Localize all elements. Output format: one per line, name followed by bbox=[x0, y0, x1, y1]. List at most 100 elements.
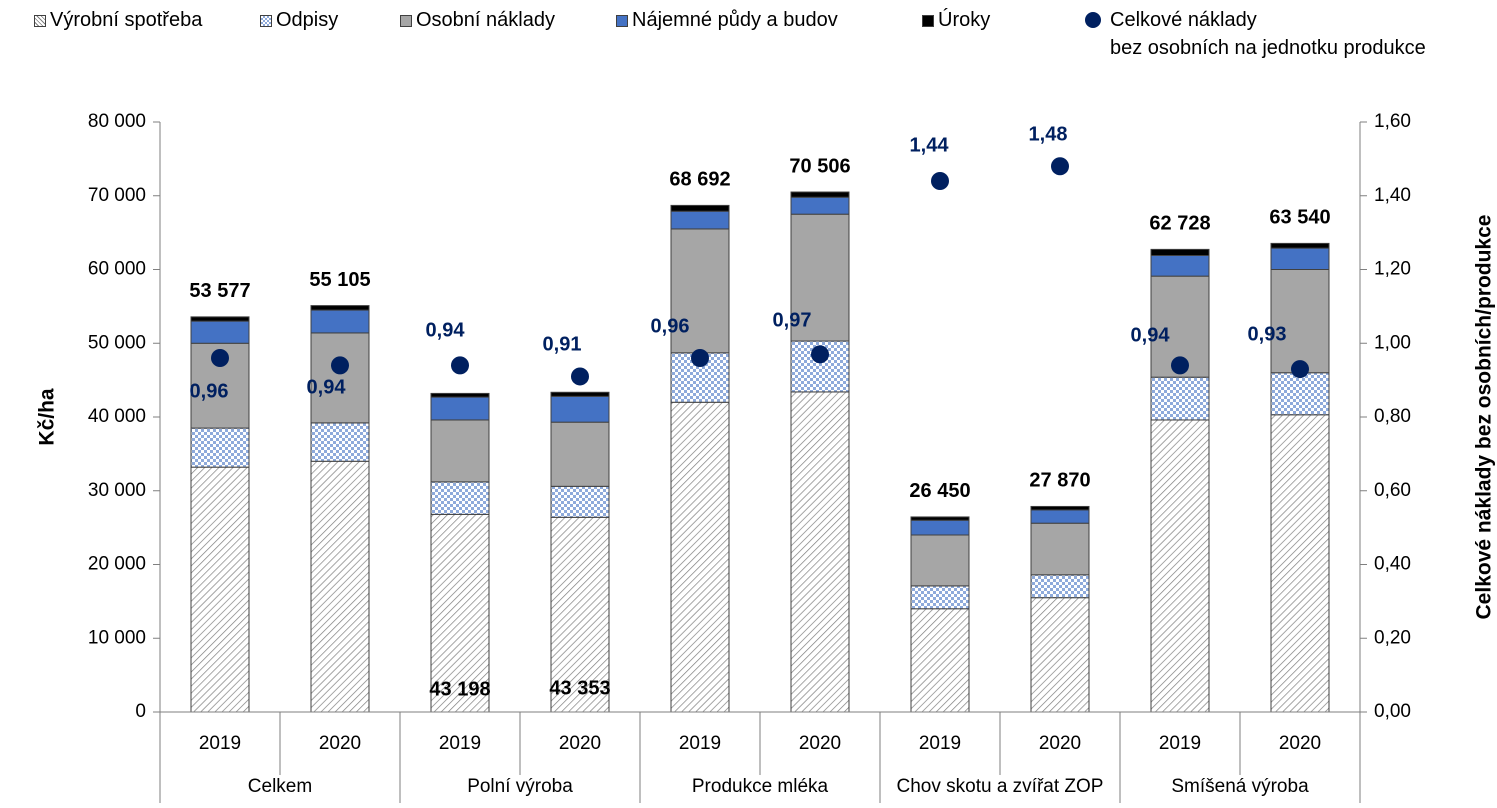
bar-segment bbox=[310, 305, 370, 311]
point bbox=[211, 349, 229, 367]
bar-segment bbox=[310, 422, 370, 462]
x-tick-label: 2020 bbox=[559, 733, 601, 754]
legend-swatch bbox=[34, 15, 46, 27]
y-tick-label: 60 000 bbox=[88, 259, 146, 280]
bar-segment bbox=[1150, 248, 1210, 256]
bar-segment bbox=[670, 228, 730, 354]
x-tick-label: 2020 bbox=[319, 733, 361, 754]
bar-segment bbox=[1270, 247, 1330, 271]
x-tick-label: 2020 bbox=[799, 733, 841, 754]
bar-segment bbox=[1030, 505, 1090, 511]
total-label: 63 540 bbox=[1269, 207, 1330, 229]
bar-segment bbox=[1150, 376, 1210, 421]
bar-segment bbox=[910, 516, 970, 521]
point-label: 0,96 bbox=[190, 380, 229, 402]
bar-segment bbox=[430, 396, 490, 421]
x-group-label: Polní výroba bbox=[467, 776, 573, 797]
y2-axis-label: Celkové náklady bez osobních/produkce bbox=[1473, 215, 1496, 620]
bar-segment bbox=[430, 419, 490, 483]
legend-label: Úroky bbox=[938, 9, 991, 31]
x-tick-label: 2019 bbox=[1159, 733, 1201, 754]
x-tick-label: 2019 bbox=[199, 733, 241, 754]
total-label: 26 450 bbox=[909, 480, 970, 502]
y-tick-label: 70 000 bbox=[88, 185, 146, 206]
point-label: 0,96 bbox=[651, 315, 690, 337]
legend-swatch bbox=[616, 15, 628, 27]
legend-swatch bbox=[260, 15, 272, 27]
total-label: 55 105 bbox=[309, 269, 370, 291]
bar-segment bbox=[670, 210, 730, 230]
bar-segment bbox=[430, 481, 490, 515]
total-label: 43 198 bbox=[429, 679, 490, 701]
bar-segment bbox=[550, 516, 610, 713]
y2-tick-label: 1,60 bbox=[1374, 111, 1411, 132]
y-tick-label: 40 000 bbox=[88, 406, 146, 427]
legend-swatch bbox=[1085, 12, 1101, 28]
bar-segment bbox=[190, 316, 250, 322]
y2-tick-label: 1,20 bbox=[1374, 259, 1411, 280]
y2-tick-label: 0,60 bbox=[1374, 480, 1411, 501]
point bbox=[1051, 157, 1069, 176]
legend-label: Nájemné půdy a budov bbox=[632, 9, 838, 31]
bar-segment bbox=[1030, 574, 1090, 599]
x-tick-label: 2019 bbox=[919, 733, 961, 754]
point bbox=[931, 172, 949, 190]
legend-swatch bbox=[922, 15, 934, 27]
point-label: 0,94 bbox=[1131, 325, 1171, 347]
y2-tick-label: 0,00 bbox=[1374, 701, 1411, 722]
total-label: 68 692 bbox=[669, 169, 730, 191]
point-label: 0,93 bbox=[1248, 323, 1287, 345]
point bbox=[331, 356, 349, 375]
bar-segment bbox=[1030, 509, 1090, 524]
total-label: 27 870 bbox=[1029, 470, 1090, 492]
bar-segment bbox=[910, 519, 970, 536]
point bbox=[1171, 356, 1189, 375]
bar-segment bbox=[910, 608, 970, 713]
bar-segment bbox=[190, 466, 250, 713]
bar-segment bbox=[310, 460, 370, 713]
point-label: 0,91 bbox=[543, 334, 582, 356]
legend: Výrobní spotřeba Odpisy Osobní náklady Náje… bbox=[0, 6, 1497, 66]
bar-segment bbox=[670, 401, 730, 713]
bar-segment bbox=[550, 391, 610, 397]
bar-segment bbox=[550, 395, 610, 423]
point-label: 0,94 bbox=[426, 320, 466, 342]
legend-label: Výrobní spotřeba bbox=[50, 9, 203, 31]
x-tick-label: 2020 bbox=[1039, 733, 1081, 754]
y2-tick-label: 0,20 bbox=[1374, 627, 1411, 648]
y2-tick-label: 0,80 bbox=[1374, 406, 1411, 427]
bar-segment bbox=[910, 534, 970, 587]
bar-segment bbox=[790, 391, 850, 713]
bar-segment bbox=[1150, 419, 1210, 713]
bar-segment bbox=[550, 421, 610, 487]
legend-label: Osobní náklady bbox=[416, 9, 555, 31]
point-label: 0,97 bbox=[773, 310, 812, 332]
total-label: 70 506 bbox=[789, 155, 850, 177]
x-tick-label: 2019 bbox=[679, 733, 721, 754]
y-tick-label: 20 000 bbox=[88, 554, 146, 575]
point bbox=[571, 367, 589, 386]
x-tick-label: 2020 bbox=[1279, 733, 1321, 754]
bar-segment bbox=[790, 196, 850, 215]
bar-segment bbox=[790, 213, 850, 342]
x-group-label: Celkem bbox=[248, 776, 312, 797]
bar-segment bbox=[1270, 414, 1330, 713]
total-label: 43 353 bbox=[549, 678, 610, 700]
bar-segment bbox=[1030, 522, 1090, 576]
point bbox=[451, 356, 469, 375]
point bbox=[691, 349, 709, 367]
bar-segment bbox=[1150, 254, 1210, 277]
x-group-label: Chov skotu a zvířat ZOP bbox=[897, 776, 1104, 797]
y-axis-label: Kč/ha bbox=[36, 388, 59, 446]
bar-segment bbox=[1270, 269, 1330, 374]
y2-tick-label: 1,00 bbox=[1374, 332, 1411, 353]
y-tick-label: 50 000 bbox=[88, 332, 146, 353]
bar-segment bbox=[310, 332, 370, 424]
bar-segment bbox=[1030, 597, 1090, 713]
bar-segment bbox=[190, 320, 250, 344]
bar-segment bbox=[430, 513, 490, 713]
legend-swatch bbox=[400, 15, 412, 27]
bar-segment bbox=[550, 485, 610, 518]
